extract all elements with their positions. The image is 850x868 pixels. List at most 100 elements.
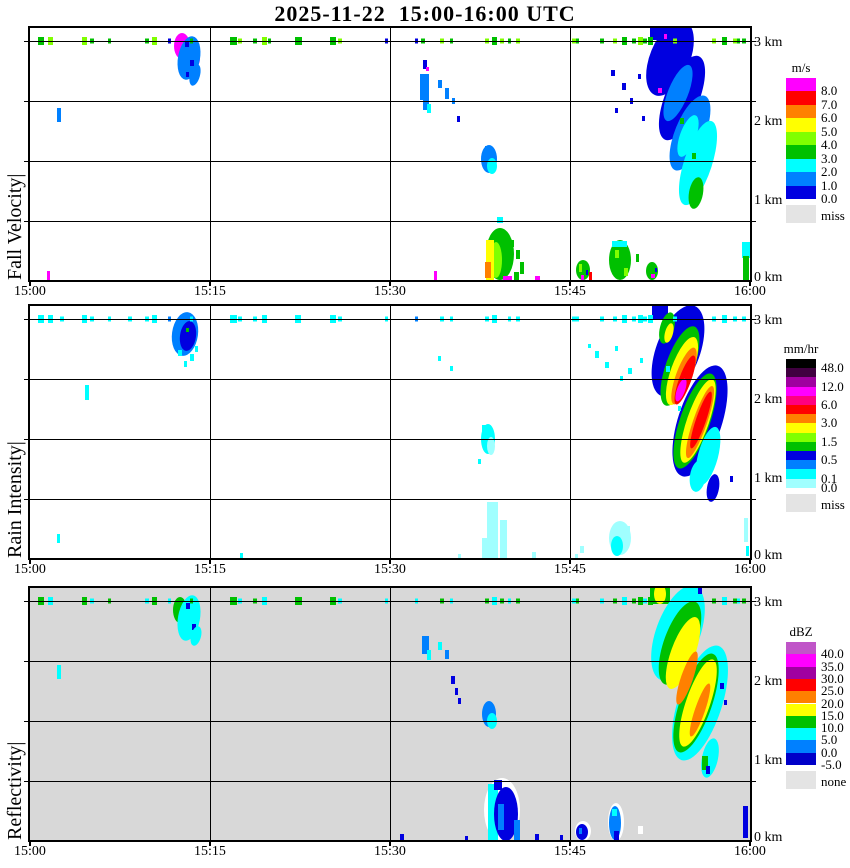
echo-blob <box>626 526 630 534</box>
colorbar-tick-label: 0.0 <box>821 190 838 206</box>
echo-blob <box>503 276 512 280</box>
echo-blob <box>742 242 750 258</box>
echo-blob <box>663 64 693 122</box>
x-tick-mark <box>389 842 391 846</box>
height-tick-label: 0 km <box>754 548 783 563</box>
echo-blob <box>692 153 696 159</box>
echo-blob <box>487 158 497 174</box>
colorbar-cell <box>786 666 816 679</box>
echo-blob <box>680 118 684 124</box>
echo-blob <box>664 323 674 343</box>
panel-rain-intensity <box>24 304 756 560</box>
colorbar-tick-label: 5.0 <box>821 123 838 139</box>
echo-blob <box>675 378 687 402</box>
echo-blob <box>611 70 615 76</box>
colorbar-missing-label: none <box>821 774 847 789</box>
x-tick-mark <box>749 842 751 846</box>
colorbar-tick-label: 1.0 <box>821 177 838 193</box>
x-tick-mark <box>209 282 211 286</box>
colorbar-tick-label: 6.0 <box>821 110 838 126</box>
colorbar-cell <box>786 395 816 405</box>
x-tick-mark <box>389 560 391 564</box>
echo-blob <box>612 809 617 816</box>
echo-blob <box>516 250 520 259</box>
x-tick-label: 15:30 <box>374 284 406 299</box>
echo-blob <box>457 116 460 122</box>
y-axis-title-rain-intensity: Rain Intensity| <box>4 441 26 558</box>
echo-blob <box>478 459 481 464</box>
echo-blob <box>438 642 442 650</box>
colorbar-units-label: m/s <box>791 60 811 75</box>
echo-blob <box>605 362 609 368</box>
colorbar-tick-label: 7.0 <box>821 96 838 112</box>
echo-blob <box>622 83 626 90</box>
colorbar-cell <box>786 118 816 132</box>
echo-blob <box>427 650 431 660</box>
x-tick-mark <box>29 842 31 846</box>
echo-blob <box>651 274 655 278</box>
echo-blob <box>615 108 618 113</box>
echo-blob <box>57 108 61 122</box>
colorbar-cell <box>786 377 816 387</box>
echo-blob <box>465 836 468 840</box>
colorbar-tick-label: 20.0 <box>821 695 844 711</box>
echo-blob <box>706 766 710 774</box>
x-tick-label: 15:45 <box>554 284 586 299</box>
echo-blob <box>612 241 627 247</box>
echo-blob <box>400 834 404 840</box>
echo-blob <box>642 116 645 121</box>
echo-blob <box>47 271 50 280</box>
echo-blob <box>586 270 588 275</box>
gridline-vertical <box>390 306 391 558</box>
echo-blob <box>179 321 197 351</box>
colorbar-tick-label: 1.5 <box>821 433 838 449</box>
echo-blob <box>451 676 455 684</box>
echo-blob <box>654 588 666 604</box>
colorbar-cell <box>786 740 816 753</box>
height-tick-label: 3 km <box>754 313 783 328</box>
heatmap-data-reflectivity <box>38 588 748 840</box>
echo-blob <box>186 72 189 77</box>
echo-blob <box>724 700 727 705</box>
echo-blob <box>486 240 494 280</box>
echo-blob <box>497 217 503 223</box>
echo-blob <box>535 834 539 840</box>
height-tick-label: 1 km <box>754 193 783 208</box>
colorbar-cell <box>786 185 816 199</box>
echo-blob <box>240 553 243 558</box>
colorbar-cell <box>786 691 816 704</box>
gridline-vertical <box>210 28 211 280</box>
echo-blob <box>589 272 592 280</box>
echo-blob <box>730 476 733 482</box>
echo-blob <box>640 358 643 363</box>
echo-blob <box>422 636 429 654</box>
colorbar-cell <box>786 145 816 159</box>
echo-blob <box>438 356 441 361</box>
colorbar-tick-label: 40.0 <box>821 646 844 662</box>
colorbar-tick-label: 8.0 <box>821 83 838 99</box>
colorbar-tick-label: 10.0 <box>821 720 844 736</box>
echo-blob <box>706 474 720 502</box>
colorbar-tick-label: 12.0 <box>821 378 844 394</box>
colorbar-cell <box>786 386 816 396</box>
echo-blob <box>579 264 582 272</box>
colorbar-tick-label: 15.0 <box>821 707 844 723</box>
echo-blob <box>426 67 429 71</box>
colorbar-units-label: mm/hr <box>783 341 819 356</box>
x-tick-label: 16:00 <box>734 844 766 859</box>
echo-blob <box>494 780 502 790</box>
x-tick-mark <box>29 560 31 564</box>
colorbar-cell <box>786 678 816 692</box>
echo-blob <box>482 538 487 558</box>
echo-blob <box>57 665 61 679</box>
colorbar-cell <box>786 91 816 105</box>
height-tick-label: 3 km <box>754 35 783 50</box>
echo-blob <box>636 254 639 262</box>
echo-blob <box>676 651 698 705</box>
echo-blob <box>743 806 748 838</box>
height-tick-label: 1 km <box>754 753 783 768</box>
x-tick-label: 15:45 <box>554 844 586 859</box>
plot-title: 2025-11-22 15:00-16:00 UTC <box>274 1 576 26</box>
x-tick-label: 15:15 <box>194 562 226 577</box>
x-tick-label: 15:00 <box>14 284 46 299</box>
